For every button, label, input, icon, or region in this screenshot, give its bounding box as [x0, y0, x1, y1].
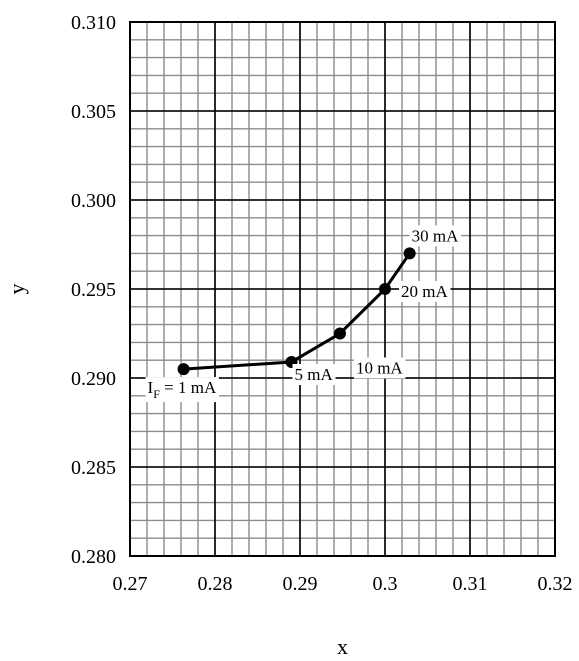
y-tick-label: 0.305 [71, 101, 116, 123]
data-point [177, 363, 190, 376]
point-label: 20 mA [401, 282, 448, 301]
x-tick-label: 0.32 [538, 573, 573, 595]
point-label: 30 mA [412, 226, 459, 245]
y-tick-label: 0.290 [71, 368, 116, 390]
y-axis-title: y [4, 284, 29, 295]
data-point [403, 247, 416, 260]
point-label-bg [292, 363, 336, 385]
x-tick-label: 0.29 [283, 573, 318, 595]
y-tick-labels: 0.280 0.285 0.290 0.295 0.300 0.305 0.310 [71, 12, 116, 568]
x-tick-label: 0.31 [453, 573, 488, 595]
point-label-bg [353, 357, 406, 379]
x-tick-label: 0.28 [198, 573, 233, 595]
point-labels: IF = 1 mA 5 mA 10 mA 20 mA 30 mA [145, 225, 462, 403]
y-tick-label: 0.295 [71, 279, 116, 301]
point-label-bg [409, 225, 462, 247]
major-grid [129, 21, 556, 557]
x-axis-title: x [337, 634, 348, 659]
point-label: 5 mA [295, 365, 334, 384]
x-tick-labels: 0.27 0.28 0.29 0.3 0.31 0.32 [113, 573, 573, 595]
point-label: 10 mA [356, 359, 403, 378]
plot-frame [129, 21, 556, 557]
point-label: IF = 1 mA [148, 378, 217, 401]
y-tick-label: 0.310 [71, 12, 116, 34]
x-tick-label: 0.27 [113, 573, 148, 595]
series [177, 247, 416, 376]
y-tick-label: 0.300 [71, 190, 116, 212]
data-point [379, 283, 391, 295]
y-tick-label: 0.280 [71, 546, 116, 568]
point-label-bg [399, 281, 451, 302]
data-point [333, 327, 346, 340]
y-tick-label: 0.285 [71, 457, 116, 479]
x-tick-label: 0.3 [373, 573, 398, 595]
point-label-bg [145, 377, 219, 403]
